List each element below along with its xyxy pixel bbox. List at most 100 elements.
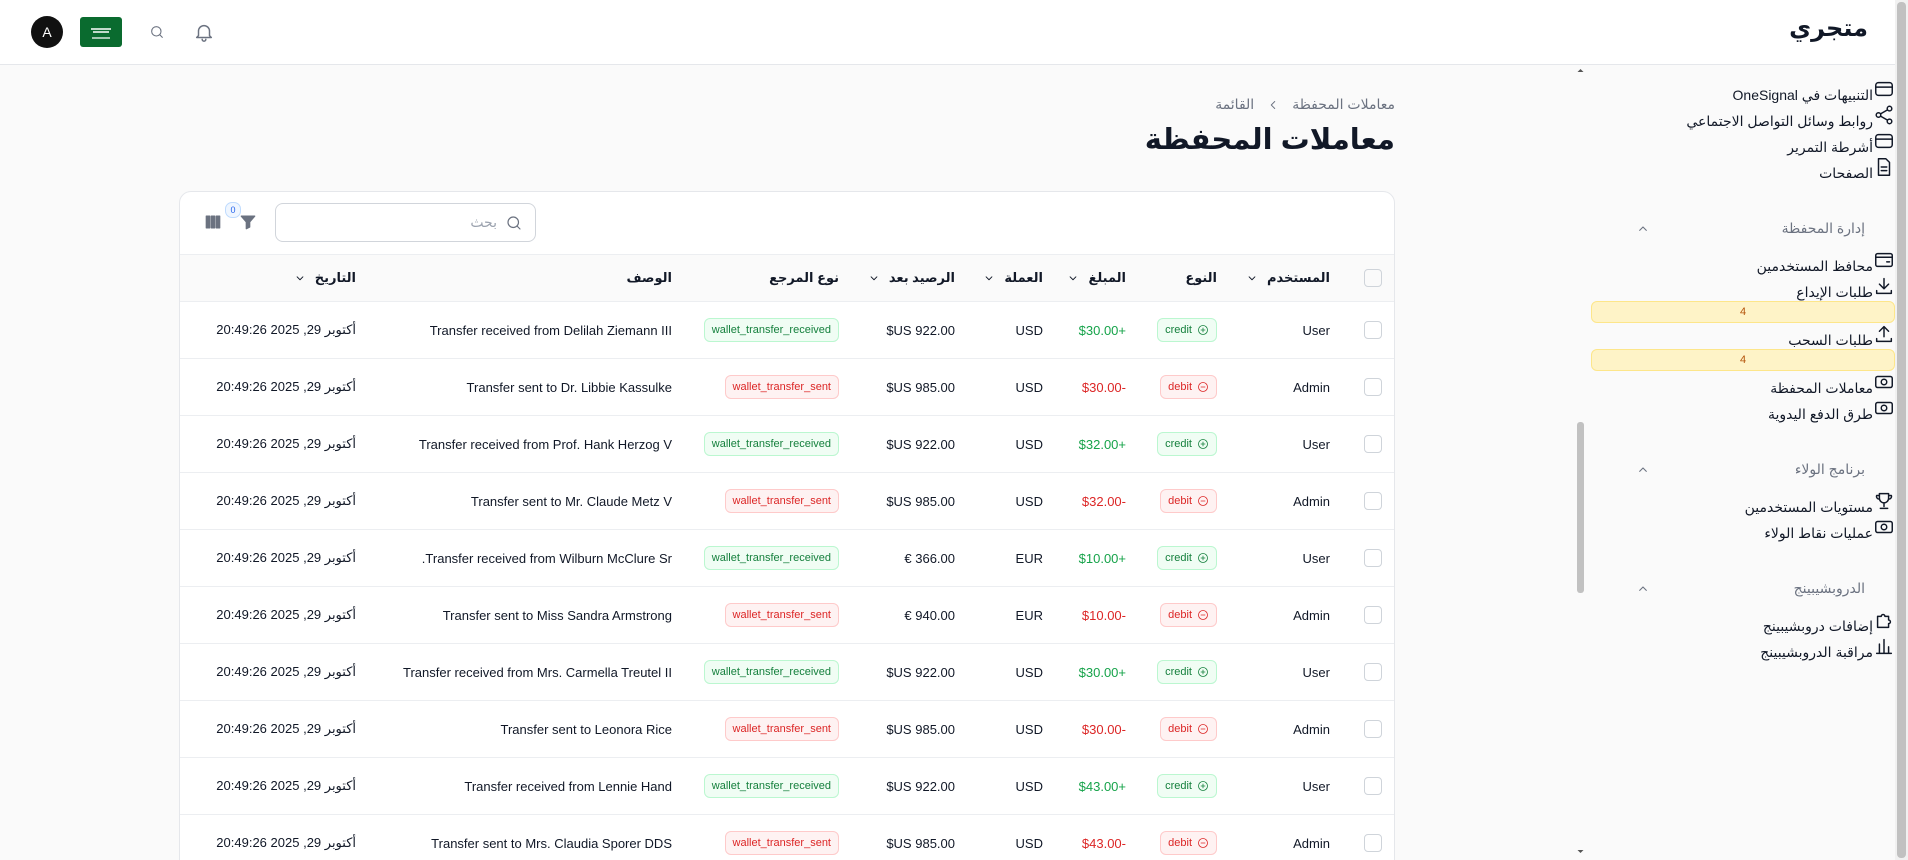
- column-header[interactable]: التاريخ: [180, 254, 368, 302]
- table-cell: wallet_transfer_sent: [684, 814, 851, 860]
- table-cell: أكتوبر 29, 2025 20:49:26: [180, 757, 368, 815]
- scroll-down[interactable]: [1577, 850, 1584, 853]
- icon-part: [1875, 375, 1893, 389]
- icon-part: [1880, 166, 1888, 172]
- icon-part: [1248, 276, 1256, 281]
- icon-part: [516, 224, 521, 230]
- nav-item[interactable]: طلبات السحب 4: [1591, 323, 1895, 371]
- type-icon: [1198, 781, 1208, 791]
- notifications-icon[interactable]: [193, 21, 215, 43]
- checkbox[interactable]: [1364, 378, 1382, 396]
- checkbox[interactable]: [1364, 492, 1382, 510]
- table-cell: credit: [1138, 757, 1229, 815]
- type-badge: debit: [1160, 603, 1217, 627]
- nav-item[interactable]: طلبات الإيداع 4: [1591, 275, 1895, 323]
- cell-text: Transfer sent to Miss Sandra Armstrong: [442, 607, 672, 623]
- nav-group[interactable]: الدروبشيبينج: [1591, 542, 1895, 609]
- table-row[interactable]: User credit +$43.00 USD 922.00 US$ wallet_tra…: [180, 757, 1394, 815]
- table-row[interactable]: User credit +$30.00 USD 922.00 US$ wallet_tra…: [180, 643, 1394, 701]
- table-cell: Admin: [1229, 472, 1342, 530]
- icon-part: [1875, 401, 1893, 415]
- table-body: User credit +$30.00 USD 922.00 US$ wallet_tra…: [180, 301, 1394, 860]
- checkbox[interactable]: [1364, 834, 1382, 852]
- nav-item[interactable]: معاملات المحفظة: [1591, 371, 1895, 397]
- nav-item[interactable]: أشرطة التمرير: [1591, 130, 1895, 156]
- checkbox[interactable]: [1364, 720, 1382, 738]
- flag-art: [91, 28, 111, 39]
- nav-group[interactable]: برنامج الولاء: [1591, 423, 1895, 490]
- icon-part: [1875, 638, 1893, 655]
- breadcrumb-link[interactable]: معاملات المحفظة: [1292, 96, 1395, 112]
- table-cell: USD: [967, 358, 1055, 416]
- table-row[interactable]: Admin debit -$30.00 USD 985.00 US$ wallet_tra…: [180, 700, 1394, 758]
- search-input[interactable]: بحث: [275, 203, 536, 242]
- icon-part: [1200, 669, 1206, 675]
- select-cell: [1342, 415, 1394, 473]
- column-header[interactable]: المستخدم: [1229, 254, 1342, 302]
- cell-text: USD: [1015, 322, 1043, 338]
- table-row[interactable]: User credit +$10.00 EUR 366.00 € wallet_trans…: [180, 529, 1394, 587]
- table-cell: Transfer received from Lennie Hand: [368, 757, 684, 815]
- table-row[interactable]: Admin debit -$43.00 USD 985.00 US$ wallet_tra…: [180, 814, 1394, 860]
- table-row[interactable]: User credit +$32.00 USD 922.00 US$ wallet_tra…: [180, 415, 1394, 473]
- checkbox[interactable]: [1364, 606, 1382, 624]
- cell-text: EUR: [1015, 550, 1043, 566]
- checkbox[interactable]: [1364, 549, 1382, 567]
- icon-part: [1879, 109, 1889, 121]
- language-flag[interactable]: [80, 17, 122, 47]
- scroll-up[interactable]: [1577, 69, 1584, 72]
- filter-button[interactable]: [238, 212, 258, 232]
- table-row[interactable]: Admin debit -$10.00 EUR 940.00 € wallet_trans…: [180, 586, 1394, 644]
- table-row[interactable]: Admin debit -$30.00 USD 985.00 US$ wallet_tra…: [180, 358, 1394, 416]
- header-row: المستخدم النوع المبلغ العملة الرصيد بعد نوع ا…: [180, 254, 1394, 302]
- cell-text: USD: [1015, 835, 1043, 851]
- cell-text: أكتوبر 29, 2025 20:49:26: [216, 379, 356, 394]
- column-header[interactable]: المبلغ: [1055, 254, 1138, 302]
- table-row[interactable]: User credit +$30.00 USD 922.00 US$ wallet_tra…: [180, 301, 1394, 359]
- cell-text: 985.00 US$: [886, 379, 955, 395]
- nav-item[interactable]: مستويات المستخدمين: [1591, 490, 1895, 516]
- table-cell: User: [1229, 643, 1342, 701]
- search-icon[interactable]: [149, 24, 165, 40]
- cell-text: Transfer sent to Mrs. Claudia Sporer DDS: [431, 835, 672, 851]
- page-title: معاملات المحفظة: [1144, 124, 1395, 156]
- checkbox[interactable]: [1364, 435, 1382, 453]
- nav-item[interactable]: محافظ المستخدمين: [1591, 249, 1895, 275]
- nav-item[interactable]: الصفحات: [1591, 156, 1895, 182]
- nav-group-label: الدروبشيبينج: [1793, 580, 1865, 596]
- column-header[interactable]: العملة: [967, 254, 1055, 302]
- nav-item[interactable]: التنبيهات في OneSignal: [1591, 78, 1895, 104]
- nav-item[interactable]: عمليات نقاط الولاء: [1591, 516, 1895, 542]
- icon-part: [1639, 226, 1647, 231]
- cell-text: User: [1302, 550, 1330, 566]
- avatar[interactable]: A: [31, 16, 63, 48]
- checkbox[interactable]: [1364, 321, 1382, 339]
- scroll-thumb[interactable]: [1577, 422, 1584, 593]
- icon-part: [1639, 586, 1647, 591]
- nav-item[interactable]: روابط وسائل التواصل الاجتماعي: [1591, 104, 1895, 130]
- columns-button[interactable]: [203, 212, 223, 232]
- column-label: العملة: [1004, 270, 1043, 285]
- type-icon: [1198, 496, 1208, 506]
- brand[interactable]: متجري: [1789, 15, 1868, 42]
- amount: -$32.00: [1081, 493, 1126, 509]
- scroll-thumb[interactable]: [1897, 2, 1906, 858]
- checkbox[interactable]: [1364, 663, 1382, 681]
- amount: -$30.00: [1081, 379, 1126, 395]
- table-cell: أكتوبر 29, 2025 20:49:26: [180, 415, 368, 473]
- nav-item[interactable]: طرق الدفع اليدوية: [1591, 397, 1895, 423]
- column-header[interactable]: الرصيد بعد: [851, 254, 967, 302]
- sort-icon: [1070, 276, 1077, 281]
- nav-item[interactable]: إضافات دروبشيبينج: [1591, 609, 1895, 635]
- table-row[interactable]: Admin debit -$32.00 USD 985.00 US$ wallet_tra…: [180, 472, 1394, 530]
- checkbox[interactable]: [1364, 777, 1382, 795]
- nav-icon: [1875, 375, 1893, 389]
- nav-group[interactable]: إدارة المحفظة: [1591, 182, 1895, 249]
- nav-item[interactable]: مراقبة الدروبشيبينج: [1591, 635, 1895, 661]
- nav-icon: [1875, 133, 1893, 149]
- checkbox[interactable]: [1364, 269, 1382, 287]
- table-cell: أكتوبر 29, 2025 20:49:26: [180, 643, 368, 701]
- table-cell: 940.00 €: [851, 586, 967, 644]
- reference-badge: wallet_transfer_received: [703, 546, 839, 570]
